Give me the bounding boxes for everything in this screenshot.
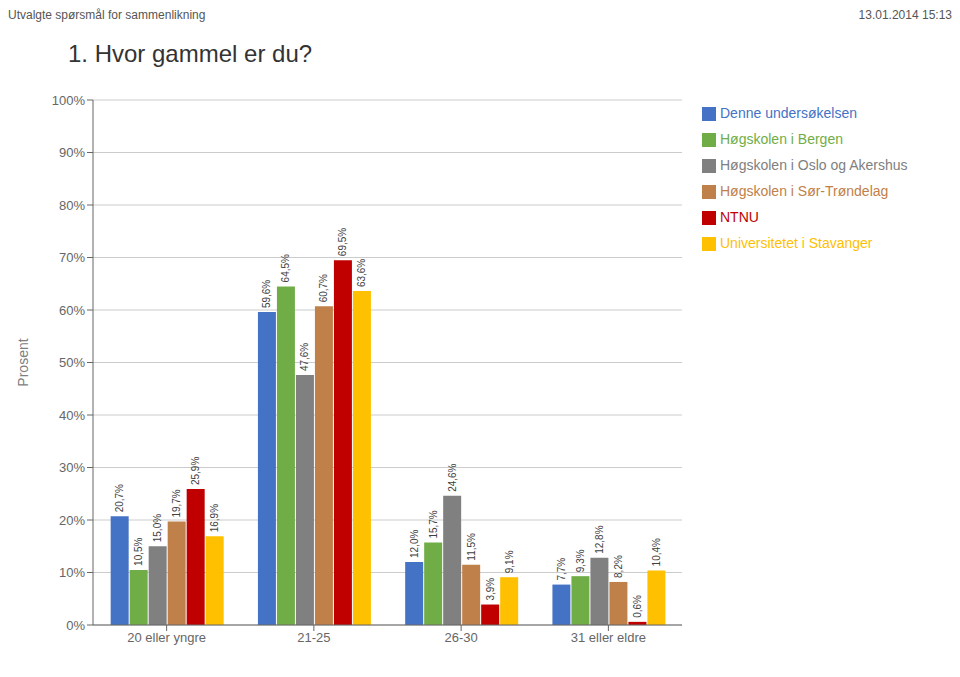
- svg-text:15,7%: 15,7%: [428, 510, 439, 538]
- svg-text:8,2%: 8,2%: [613, 555, 624, 578]
- svg-text:9,3%: 9,3%: [575, 549, 586, 572]
- svg-text:20,7%: 20,7%: [114, 484, 125, 512]
- html-text:13.01.2014 15:13: 13.01.2014 15:13: [858, 8, 952, 22]
- html-text:1. Hvor gammel er du?: 1. Hvor gammel er du?: [68, 40, 313, 67]
- svg-text:24,6%: 24,6%: [447, 463, 458, 491]
- svg-text:60,7%: 60,7%: [318, 274, 329, 302]
- svg-text:59,6%: 59,6%: [261, 280, 272, 308]
- svg-text:12,0%: 12,0%: [409, 530, 420, 558]
- svg-text:64,5%: 64,5%: [280, 254, 291, 282]
- html-text:Høgskolen i Oslo og Akershus: Høgskolen i Oslo og Akershus: [720, 157, 908, 173]
- svg-text:12,8%: 12,8%: [594, 525, 605, 553]
- svg-text:7,7%: 7,7%: [556, 558, 567, 581]
- html-text:Høgskolen i Sør-Trøndelag: Høgskolen i Sør-Trøndelag: [720, 183, 889, 199]
- html-text:NTNU: NTNU: [720, 209, 759, 225]
- svg-text:21-25: 21-25: [297, 630, 330, 645]
- svg-text:60%: 60%: [59, 303, 85, 318]
- svg-text:10%: 10%: [59, 565, 85, 580]
- svg-text:0,6%: 0,6%: [632, 595, 643, 618]
- svg-text:100%: 100%: [52, 93, 86, 108]
- svg-text:10,4%: 10,4%: [651, 538, 662, 566]
- svg-text:26-30: 26-30: [445, 630, 478, 645]
- svg-text:25,9%: 25,9%: [190, 457, 201, 485]
- html-text:Universitetet i Stavanger: Universitetet i Stavanger: [720, 235, 873, 251]
- svg-text:9,1%: 9,1%: [504, 550, 515, 573]
- svg-text:Prosent: Prosent: [15, 338, 31, 386]
- svg-text:47,6%: 47,6%: [299, 343, 310, 371]
- svg-text:69,5%: 69,5%: [337, 228, 348, 256]
- html-text:Utvalgte spørsmål for sammenli: Utvalgte spørsmål for sammenlikning: [8, 8, 206, 22]
- svg-text:80%: 80%: [59, 198, 85, 213]
- html-text:Høgskolen i Bergen: Høgskolen i Bergen: [720, 131, 843, 147]
- svg-text:10,5%: 10,5%: [133, 537, 144, 565]
- svg-text:70%: 70%: [59, 250, 85, 265]
- svg-text:20%: 20%: [59, 513, 85, 528]
- svg-text:19,7%: 19,7%: [171, 489, 182, 517]
- svg-text:31 eller eldre: 31 eller eldre: [571, 630, 646, 645]
- svg-text:30%: 30%: [59, 460, 85, 475]
- svg-text:50%: 50%: [59, 355, 85, 370]
- svg-text:63,6%: 63,6%: [356, 259, 367, 287]
- svg-text:20 eller yngre: 20 eller yngre: [127, 630, 206, 645]
- svg-text:40%: 40%: [59, 408, 85, 423]
- svg-text:16,9%: 16,9%: [209, 504, 220, 532]
- svg-text:11,5%: 11,5%: [466, 533, 477, 561]
- html-text:Denne undersøkelsen: Denne undersøkelsen: [720, 105, 857, 121]
- svg-text:15,0%: 15,0%: [152, 514, 163, 542]
- svg-text:0%: 0%: [66, 618, 85, 633]
- svg-text:3,9%: 3,9%: [485, 578, 496, 601]
- svg-text:90%: 90%: [59, 145, 85, 160]
